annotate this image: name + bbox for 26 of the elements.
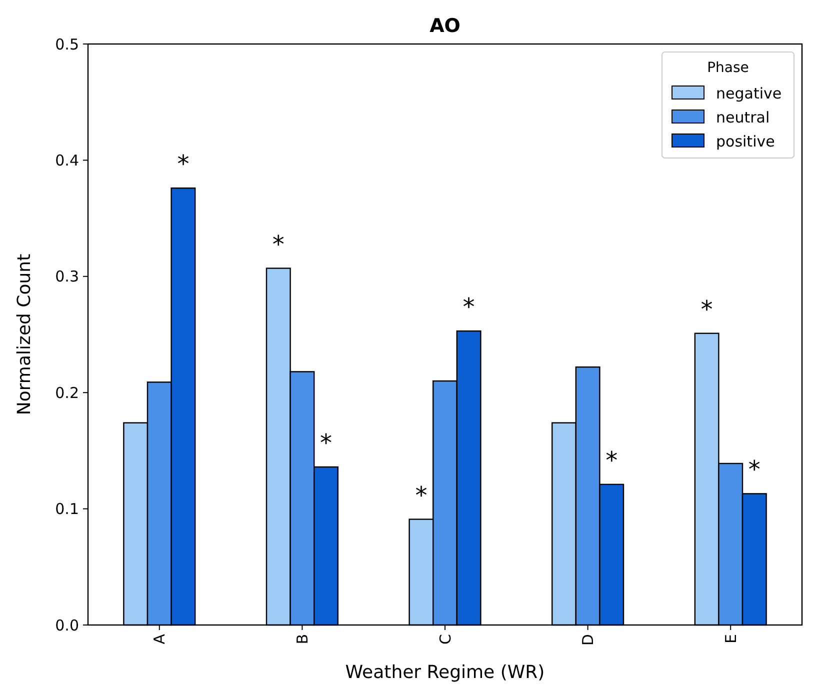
y-axis-title: Normalized Count bbox=[14, 254, 35, 416]
y-tick-label: 0.2 bbox=[55, 384, 79, 402]
data-label: * bbox=[700, 295, 713, 324]
x-tick-label: E bbox=[722, 634, 740, 644]
x-tick-label: C bbox=[436, 634, 454, 644]
data-label: * bbox=[272, 230, 284, 258]
legend-label: negative bbox=[716, 84, 782, 102]
data-label: * bbox=[320, 428, 332, 457]
x-tick-label: D bbox=[579, 634, 598, 646]
legend-label: positive bbox=[716, 132, 775, 150]
data-label: * bbox=[462, 293, 475, 322]
data-label: * bbox=[606, 446, 618, 474]
y-tick-label: 0.5 bbox=[55, 35, 79, 54]
chart-title: AO bbox=[430, 15, 460, 37]
legend-title: Phase bbox=[707, 60, 749, 76]
data-label: * bbox=[177, 150, 190, 178]
data-label: * bbox=[415, 481, 428, 510]
y-tick-label: 0.3 bbox=[55, 268, 79, 286]
x-tick-label: A bbox=[150, 633, 169, 644]
y-tick-label: 0.0 bbox=[55, 616, 79, 634]
x-axis-title: Weather Regime (WR) bbox=[345, 662, 545, 683]
y-tick-label: 0.4 bbox=[55, 151, 79, 170]
legend-label: neutral bbox=[716, 108, 770, 126]
y-tick-label: 0.1 bbox=[55, 500, 79, 518]
x-tick-label: B bbox=[293, 634, 312, 644]
data-label: * bbox=[748, 456, 760, 484]
